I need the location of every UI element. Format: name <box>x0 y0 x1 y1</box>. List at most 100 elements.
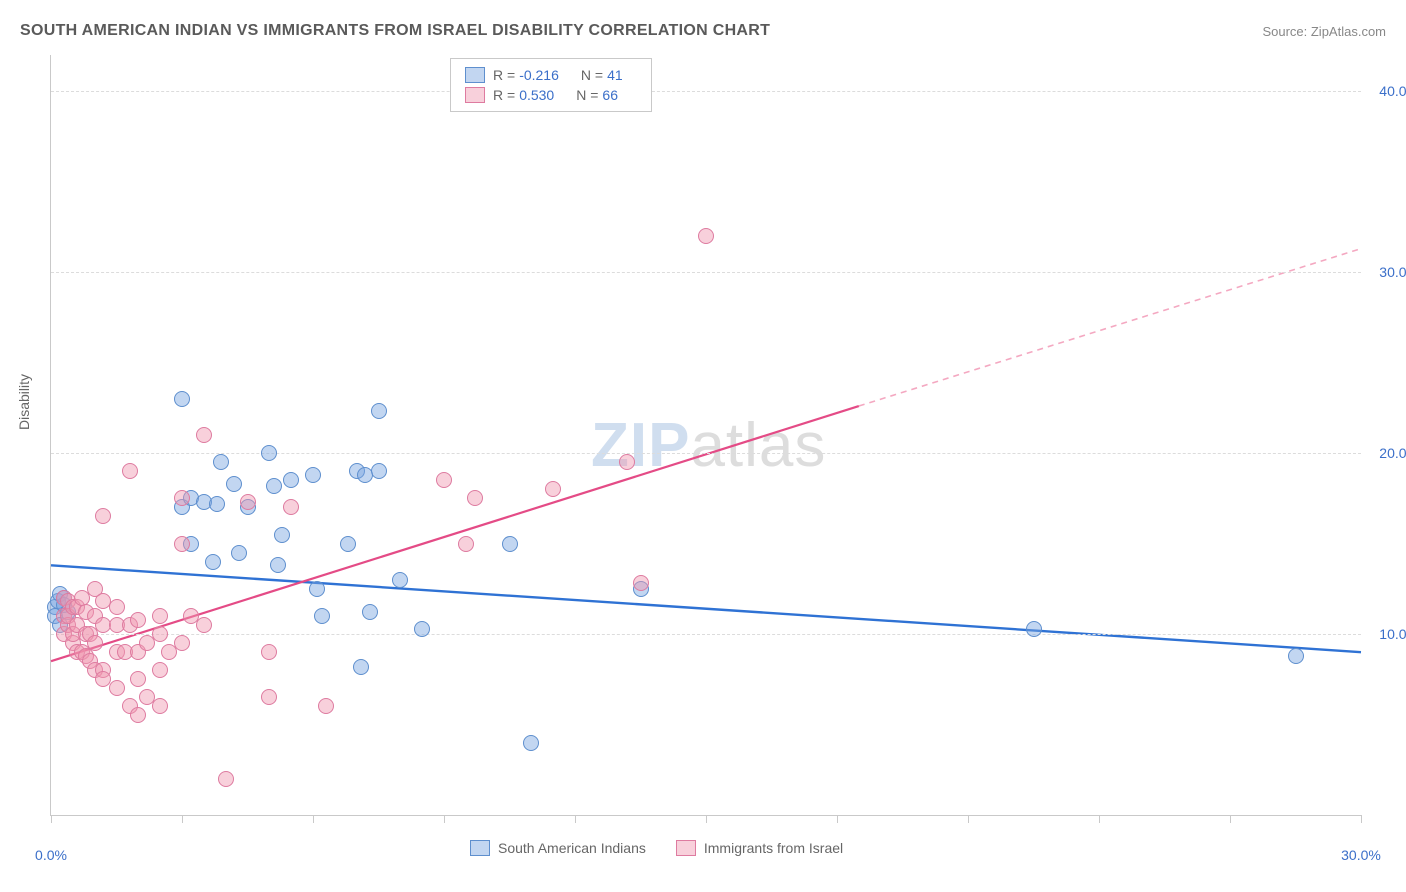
x-tick <box>575 815 576 823</box>
gridline <box>51 634 1361 635</box>
legend-label-pink: Immigrants from Israel <box>704 840 843 856</box>
data-point-pink <box>130 707 146 723</box>
data-point-pink <box>261 644 277 660</box>
data-point-blue <box>205 554 221 570</box>
x-tick <box>313 815 314 823</box>
y-tick-label: 20.0% <box>1379 445 1406 461</box>
plot-area: ZIPatlas 10.0%20.0%30.0%40.0%0.0%30.0% <box>50 55 1361 816</box>
data-point-blue <box>209 496 225 512</box>
watermark: ZIPatlas <box>591 410 826 481</box>
data-point-pink <box>109 599 125 615</box>
data-point-pink <box>109 680 125 696</box>
series-legend: South American Indians Immigrants from I… <box>470 840 843 856</box>
data-point-blue <box>414 621 430 637</box>
data-point-blue <box>1288 648 1304 664</box>
x-tick <box>51 815 52 823</box>
swatch-pink <box>676 840 696 856</box>
data-point-blue <box>1026 621 1042 637</box>
watermark-zip: ZIP <box>591 411 690 480</box>
data-point-blue <box>274 527 290 543</box>
x-tick <box>444 815 445 823</box>
data-point-pink <box>196 617 212 633</box>
data-point-pink <box>261 689 277 705</box>
data-point-blue <box>362 604 378 620</box>
data-point-pink <box>619 454 635 470</box>
data-point-blue <box>392 572 408 588</box>
stats-legend: R =-0.216 N =41 R =0.530 N =66 <box>450 58 652 112</box>
watermark-atlas: atlas <box>690 411 826 480</box>
data-point-pink <box>152 662 168 678</box>
data-point-blue <box>502 536 518 552</box>
data-point-pink <box>174 536 190 552</box>
data-point-pink <box>130 671 146 687</box>
x-tick <box>706 815 707 823</box>
data-point-pink <box>152 698 168 714</box>
y-tick-label: 30.0% <box>1379 264 1406 280</box>
data-point-pink <box>633 575 649 591</box>
data-point-pink <box>152 608 168 624</box>
data-point-pink <box>283 499 299 515</box>
x-tick <box>1361 815 1362 823</box>
data-point-pink <box>436 472 452 488</box>
legend-item-blue: South American Indians <box>470 840 646 856</box>
data-point-pink <box>458 536 474 552</box>
swatch-blue <box>470 840 490 856</box>
data-point-blue <box>523 735 539 751</box>
x-tick <box>182 815 183 823</box>
data-point-blue <box>261 445 277 461</box>
n-label: N =66 <box>576 87 632 103</box>
y-tick-label: 10.0% <box>1379 626 1406 642</box>
data-point-blue <box>231 545 247 561</box>
n-value-blue: 41 <box>607 67 623 83</box>
data-point-pink <box>218 771 234 787</box>
data-point-blue <box>174 391 190 407</box>
x-tick-label: 0.0% <box>35 847 67 863</box>
gridline <box>51 91 1361 92</box>
x-tick <box>968 815 969 823</box>
data-point-blue <box>371 463 387 479</box>
data-point-pink <box>174 635 190 651</box>
data-point-blue <box>213 454 229 470</box>
data-point-blue <box>309 581 325 597</box>
data-point-pink <box>122 463 138 479</box>
x-tick <box>837 815 838 823</box>
data-point-blue <box>340 536 356 552</box>
r-value-blue: -0.216 <box>519 67 559 83</box>
legend-label-blue: South American Indians <box>498 840 646 856</box>
source-credit: Source: ZipAtlas.com <box>1262 24 1386 39</box>
chart-title: SOUTH AMERICAN INDIAN VS IMMIGRANTS FROM… <box>20 22 770 40</box>
data-point-blue <box>226 476 242 492</box>
data-point-pink <box>545 481 561 497</box>
data-point-blue <box>270 557 286 573</box>
r-label: R =-0.216 <box>493 67 573 83</box>
data-point-pink <box>240 494 256 510</box>
r-value-pink: 0.530 <box>519 87 554 103</box>
data-point-blue <box>305 467 321 483</box>
y-tick-label: 40.0% <box>1379 83 1406 99</box>
x-tick <box>1099 815 1100 823</box>
data-point-pink <box>698 228 714 244</box>
gridline <box>51 453 1361 454</box>
data-point-pink <box>87 635 103 651</box>
x-tick-label: 30.0% <box>1341 847 1381 863</box>
data-point-blue <box>266 478 282 494</box>
data-point-blue <box>353 659 369 675</box>
data-point-pink <box>95 508 111 524</box>
data-point-pink <box>318 698 334 714</box>
n-value-pink: 66 <box>602 87 618 103</box>
data-point-pink <box>196 427 212 443</box>
data-point-pink <box>152 626 168 642</box>
stats-row-blue: R =-0.216 N =41 <box>465 65 637 85</box>
swatch-pink <box>465 87 485 103</box>
data-point-blue <box>371 403 387 419</box>
legend-item-pink: Immigrants from Israel <box>676 840 843 856</box>
r-label: R =0.530 <box>493 87 568 103</box>
data-point-pink <box>467 490 483 506</box>
data-point-pink <box>174 490 190 506</box>
x-tick <box>1230 815 1231 823</box>
y-axis-label: Disability <box>16 374 32 430</box>
data-point-blue <box>314 608 330 624</box>
data-point-blue <box>283 472 299 488</box>
trend-lines-layer <box>51 55 1361 815</box>
swatch-blue <box>465 67 485 83</box>
